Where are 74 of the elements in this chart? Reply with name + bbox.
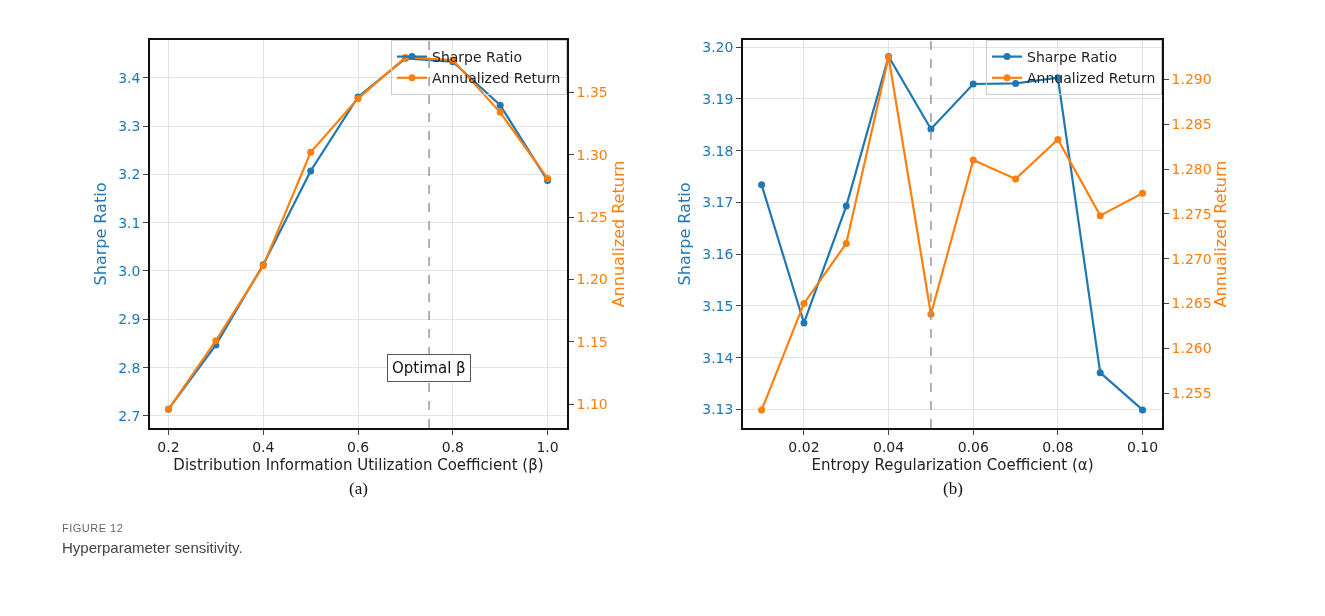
point xyxy=(496,101,504,109)
y-tick-label: 3.1 xyxy=(118,214,141,231)
y-tick-label: 3.13 xyxy=(702,401,734,418)
x-axis-title: Distribution Information Utilization Coefficient (β) xyxy=(173,456,544,475)
y2-tick-label: 1.35 xyxy=(576,84,608,101)
y-tick-label: 3.19 xyxy=(702,90,734,107)
x-tick-label: 0.2 xyxy=(157,438,180,455)
point xyxy=(1096,212,1104,220)
annotation: Optimal β xyxy=(392,359,466,377)
point xyxy=(842,239,850,247)
point xyxy=(842,202,850,210)
x-tick-label: 0.08 xyxy=(1042,438,1074,455)
x-tick-label: 0.6 xyxy=(346,438,370,455)
y2-tick-label: 1.290 xyxy=(1171,71,1212,88)
x-tick-label: 0.04 xyxy=(873,438,905,455)
y-tick-label: 3.14 xyxy=(702,349,734,366)
point xyxy=(212,337,220,345)
point xyxy=(800,319,808,327)
y2-axis-title: Annualized Return xyxy=(608,160,628,308)
y-tick-label: 2.7 xyxy=(118,407,141,424)
y2-tick-label: 1.30 xyxy=(576,146,608,163)
y2-axis-title: Annualized Return xyxy=(1211,160,1230,308)
text: (b) xyxy=(943,479,963,498)
legend-label: Sharpe Ratio xyxy=(432,49,522,66)
text: Hyperparameter sensitivity. xyxy=(62,538,243,558)
point xyxy=(496,108,504,116)
x-tick-label: 0.10 xyxy=(1126,438,1159,455)
y-axis-title: Sharpe Ratio xyxy=(90,182,110,286)
y-tick-label: 3.20 xyxy=(702,39,734,56)
x-tick-label: 0.4 xyxy=(252,438,275,455)
y2-tick-label: 1.255 xyxy=(1171,384,1212,401)
y2-tick-label: 1.285 xyxy=(1171,116,1212,133)
point xyxy=(800,299,808,307)
y-axis-title: Sharpe Ratio xyxy=(674,182,694,286)
point xyxy=(1139,406,1147,414)
y2-tick-label: 1.280 xyxy=(1171,160,1212,177)
y-tick-label: 2.8 xyxy=(118,359,141,376)
y2-tick-label: 1.15 xyxy=(576,333,608,350)
point xyxy=(969,80,977,88)
point xyxy=(1054,135,1062,143)
x-tick-label: 0.02 xyxy=(788,438,820,455)
point xyxy=(927,125,935,133)
point xyxy=(758,181,766,189)
y-tick-label: 3.16 xyxy=(702,246,734,263)
y-tick-label: 3.2 xyxy=(118,166,141,183)
y2-tick-label: 1.25 xyxy=(576,209,608,226)
point xyxy=(758,406,766,414)
y2-tick-label: 1.260 xyxy=(1171,340,1212,357)
x-axis-title: Entropy Regularization Coefficient (α) xyxy=(811,456,1094,475)
y2-tick-label: 1.10 xyxy=(576,396,608,413)
text: (a) xyxy=(349,479,368,498)
point xyxy=(307,148,315,156)
y2-tick-label: 1.270 xyxy=(1171,250,1212,267)
x-tick-label: 1.0 xyxy=(536,438,559,455)
point xyxy=(1096,369,1104,377)
caption: FIGURE 12 xyxy=(62,521,125,536)
y2-tick-label: 1.275 xyxy=(1171,205,1212,222)
point xyxy=(1012,175,1020,183)
y2-tick-label: 1.265 xyxy=(1171,295,1212,312)
y-tick-label: 3.15 xyxy=(702,297,734,314)
y-tick-label: 3.17 xyxy=(702,194,734,211)
y-tick-label: 3.3 xyxy=(118,117,141,134)
point xyxy=(307,167,315,175)
y-tick-label: 3.0 xyxy=(118,262,141,279)
point xyxy=(1139,189,1147,197)
y-tick-label: 2.9 xyxy=(118,311,141,328)
y-tick-label: 3.18 xyxy=(702,142,734,159)
x-tick-label: 0.06 xyxy=(957,438,989,455)
point xyxy=(969,156,977,164)
point xyxy=(1012,79,1020,87)
y2-tick-label: 1.20 xyxy=(576,271,608,288)
legend-label: Sharpe Ratio xyxy=(1027,49,1117,66)
x-tick-label: 0.8 xyxy=(441,438,464,455)
y-tick-label: 3.4 xyxy=(118,69,141,86)
